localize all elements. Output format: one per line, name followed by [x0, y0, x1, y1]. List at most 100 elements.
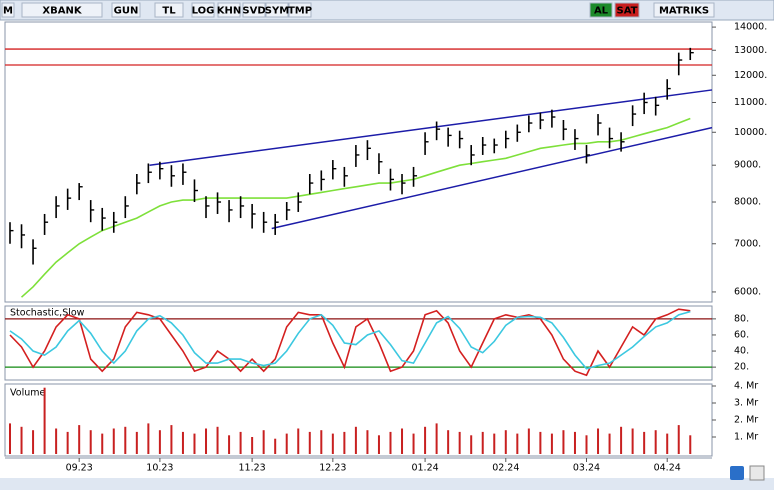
- toolbar-label[interactable]: SVD: [242, 6, 265, 17]
- toolbar-button[interactable]: [1, 2, 15, 18]
- y-tick-label: 7000.: [734, 238, 761, 249]
- moving-average: [20, 117, 691, 298]
- volume-bar: [620, 426, 623, 454]
- volume-bar: [285, 433, 288, 454]
- volume-bar: [401, 428, 404, 454]
- x-tick-label: 02.24: [492, 463, 519, 474]
- toolbar-label[interactable]: TL: [162, 6, 176, 17]
- volume-bar: [412, 433, 415, 454]
- toolbar-label[interactable]: SYM: [265, 6, 289, 17]
- toolbar-label[interactable]: XBANK: [42, 6, 82, 17]
- volume-bar: [435, 423, 438, 454]
- volume-bar: [504, 430, 507, 454]
- y-tick-label: 3. Mr: [734, 398, 758, 409]
- volume-bar: [654, 430, 657, 454]
- volume-bar: [262, 430, 265, 454]
- toolbar-label[interactable]: KHN: [217, 6, 242, 17]
- toolbar-label[interactable]: TMP: [288, 6, 312, 17]
- toolbar-button[interactable]: [288, 2, 312, 18]
- toolbar-button[interactable]: [191, 2, 215, 18]
- volume-bar: [354, 426, 357, 454]
- x-tick-label: 12.23: [319, 463, 346, 474]
- volume-bar: [516, 433, 519, 454]
- price-panel: [4, 21, 713, 303]
- toolbar-label[interactable]: SAT: [617, 6, 638, 17]
- x-tick-label: 04.24: [654, 463, 681, 474]
- volume-bar: [274, 438, 277, 454]
- stochastic-line: [9, 310, 691, 370]
- volume-bar: [147, 423, 150, 454]
- y-tick-label: 4. Mr: [734, 381, 758, 392]
- x-tick-label: 09.23: [66, 463, 93, 474]
- y-tick-label: 20.: [734, 362, 749, 373]
- toolbar-button[interactable]: [589, 2, 613, 18]
- toolbar-button[interactable]: [265, 2, 289, 18]
- sync-icon[interactable]: [730, 466, 744, 480]
- volume-bar: [666, 433, 669, 454]
- toolbar-button[interactable]: [614, 2, 640, 18]
- volume-bar: [101, 433, 104, 454]
- volume-bar: [689, 435, 692, 454]
- y-tick-label: 1. Mr: [734, 432, 758, 443]
- volume-bar: [331, 433, 334, 454]
- volume-bar: [32, 430, 35, 454]
- volume-bar: [585, 435, 588, 454]
- volume-bar: [66, 431, 69, 454]
- volume-bar: [170, 425, 173, 454]
- volume-bar: [562, 430, 565, 454]
- toolbar-button[interactable]: [217, 2, 241, 18]
- volume-bar: [424, 426, 427, 454]
- toolbar-label[interactable]: LOG: [192, 6, 215, 17]
- volume-bar: [527, 428, 530, 454]
- toolbar-button[interactable]: [111, 2, 141, 18]
- y-tick-label: 10000.: [734, 127, 767, 138]
- trend-line: [149, 89, 713, 166]
- y-tick-label: 8000.: [734, 197, 761, 208]
- volume-bar: [458, 431, 461, 454]
- volume-bar: [677, 425, 680, 454]
- volume-bar: [481, 431, 484, 454]
- volume-bar: [158, 430, 161, 454]
- toolbar-label[interactable]: AL: [594, 6, 609, 17]
- y-tick-label: 14000.: [734, 22, 767, 33]
- volume-bar: [205, 428, 208, 454]
- toolbar-button[interactable]: [653, 2, 715, 18]
- settings-icon[interactable]: [749, 465, 765, 481]
- volume-panel: [4, 383, 713, 457]
- volume-bar: [89, 430, 92, 454]
- volume-bar: [20, 426, 23, 454]
- volume-bar: [308, 431, 311, 454]
- y-tick-label: 40.: [734, 346, 749, 357]
- volume-bar: [366, 430, 369, 454]
- volume-bar: [643, 431, 646, 454]
- x-tick-label: 03.24: [573, 463, 600, 474]
- y-tick-label: 6000.: [734, 286, 761, 297]
- toolbar-button[interactable]: [21, 2, 103, 18]
- volume-bar: [9, 423, 11, 454]
- volume-bar: [608, 433, 611, 454]
- toolbar-button[interactable]: [242, 2, 266, 18]
- toolbar-label[interactable]: GUN: [114, 6, 139, 17]
- volume-bar: [343, 431, 346, 454]
- volume-bar: [124, 426, 127, 454]
- volume-bar: [389, 431, 392, 454]
- volume-bar: [193, 433, 196, 454]
- volume-bar: [112, 428, 115, 454]
- volume-bar: [181, 431, 184, 454]
- y-tick-label: 60.: [734, 329, 749, 340]
- volume-bar: [216, 426, 219, 454]
- x-tick-label: 10.23: [146, 463, 173, 474]
- toolbar-label[interactable]: MATRIKS: [659, 6, 709, 17]
- toolbar-button[interactable]: [154, 2, 184, 18]
- volume-bar: [493, 433, 496, 454]
- volume-bar: [539, 431, 542, 454]
- panel-title: Volume: [10, 388, 45, 399]
- y-tick-label: 12000.: [734, 70, 767, 81]
- toolbar-label[interactable]: M: [3, 6, 13, 17]
- stochastic-line: [9, 308, 691, 377]
- x-tick-label: 11.23: [239, 463, 266, 474]
- y-tick-label: 13000.: [734, 45, 767, 56]
- trend-line: [271, 126, 713, 230]
